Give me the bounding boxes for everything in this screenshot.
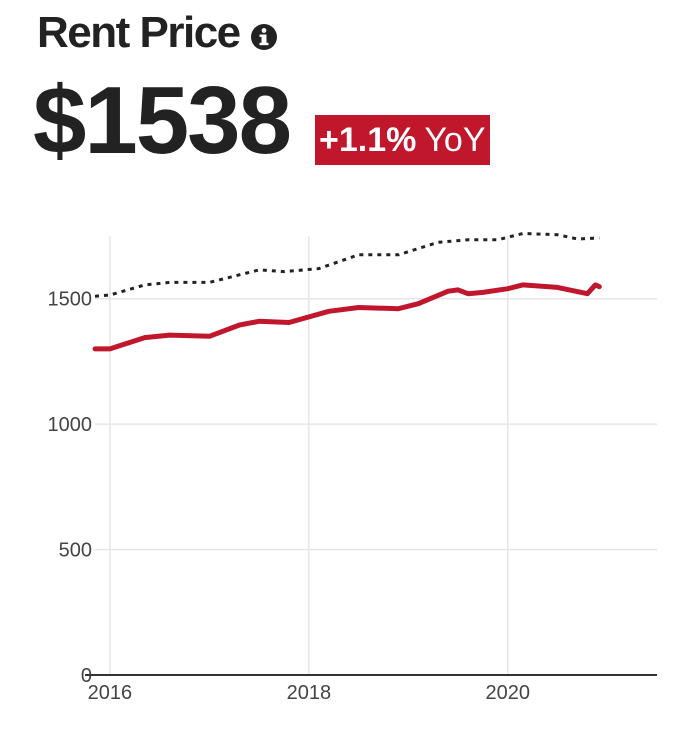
x-tick-label: 2020	[486, 682, 531, 704]
page-title: Rent Price	[37, 8, 241, 57]
series-line-solid	[92, 282, 602, 352]
info-circle-icon[interactable]	[250, 23, 278, 51]
current-price: $1538	[33, 67, 292, 174]
x-tick-label: 2018	[287, 682, 332, 704]
series-layer	[92, 232, 602, 352]
yoy-change-badge: +1.1% YoY	[315, 115, 490, 165]
grid-layer	[95, 236, 657, 675]
title-row: Rent Price	[37, 8, 278, 58]
y-tick-label: 1500	[48, 289, 93, 311]
yoy-change-suffix: YoY	[424, 120, 486, 159]
yoy-change-value: +1.1%	[319, 120, 417, 159]
axis-layer: 050010001500201620182020	[48, 289, 657, 704]
y-tick-label: 500	[59, 540, 92, 562]
x-tick-label: 2016	[88, 682, 133, 704]
y-tick-label: 1000	[48, 414, 93, 436]
